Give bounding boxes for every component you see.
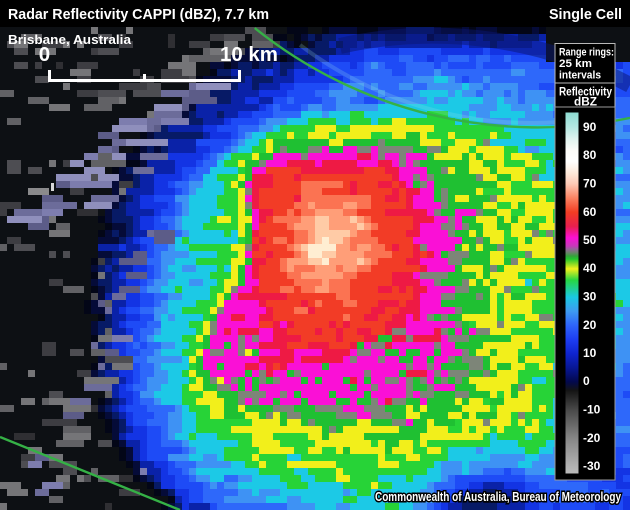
svg-text:50: 50 <box>583 233 597 247</box>
svg-text:40: 40 <box>583 261 597 275</box>
svg-text:Single Cell: Single Cell <box>549 6 622 23</box>
svg-text:60: 60 <box>583 205 597 219</box>
svg-text:Reflectivity: Reflectivity <box>559 85 612 99</box>
svg-text:Brisbane, Australia: Brisbane, Australia <box>8 32 132 47</box>
svg-text:dBZ: dBZ <box>574 95 597 109</box>
svg-text:70: 70 <box>583 177 597 191</box>
svg-text:intervals: intervals <box>559 70 601 82</box>
svg-text:-10: -10 <box>583 403 601 417</box>
svg-text:0: 0 <box>39 43 50 66</box>
svg-text:0: 0 <box>583 374 590 388</box>
svg-text:Radar Reflectivity CAPPI (dBZ): Radar Reflectivity CAPPI (dBZ), 7.7 km <box>8 6 269 23</box>
svg-text:Commonwealth of Australia, Bur: Commonwealth of Australia, Bureau of Met… <box>375 490 621 504</box>
svg-text:80: 80 <box>583 148 597 162</box>
svg-text:-30: -30 <box>583 459 601 473</box>
svg-text:30: 30 <box>583 290 597 304</box>
svg-text:-20: -20 <box>583 431 601 445</box>
svg-text:90: 90 <box>583 120 597 134</box>
svg-text:25 km: 25 km <box>559 58 592 70</box>
svg-text:10: 10 <box>583 346 597 360</box>
svg-text:10 km: 10 km <box>220 43 278 66</box>
svg-text:Range rings:: Range rings: <box>559 47 614 59</box>
svg-text:20: 20 <box>583 318 597 332</box>
